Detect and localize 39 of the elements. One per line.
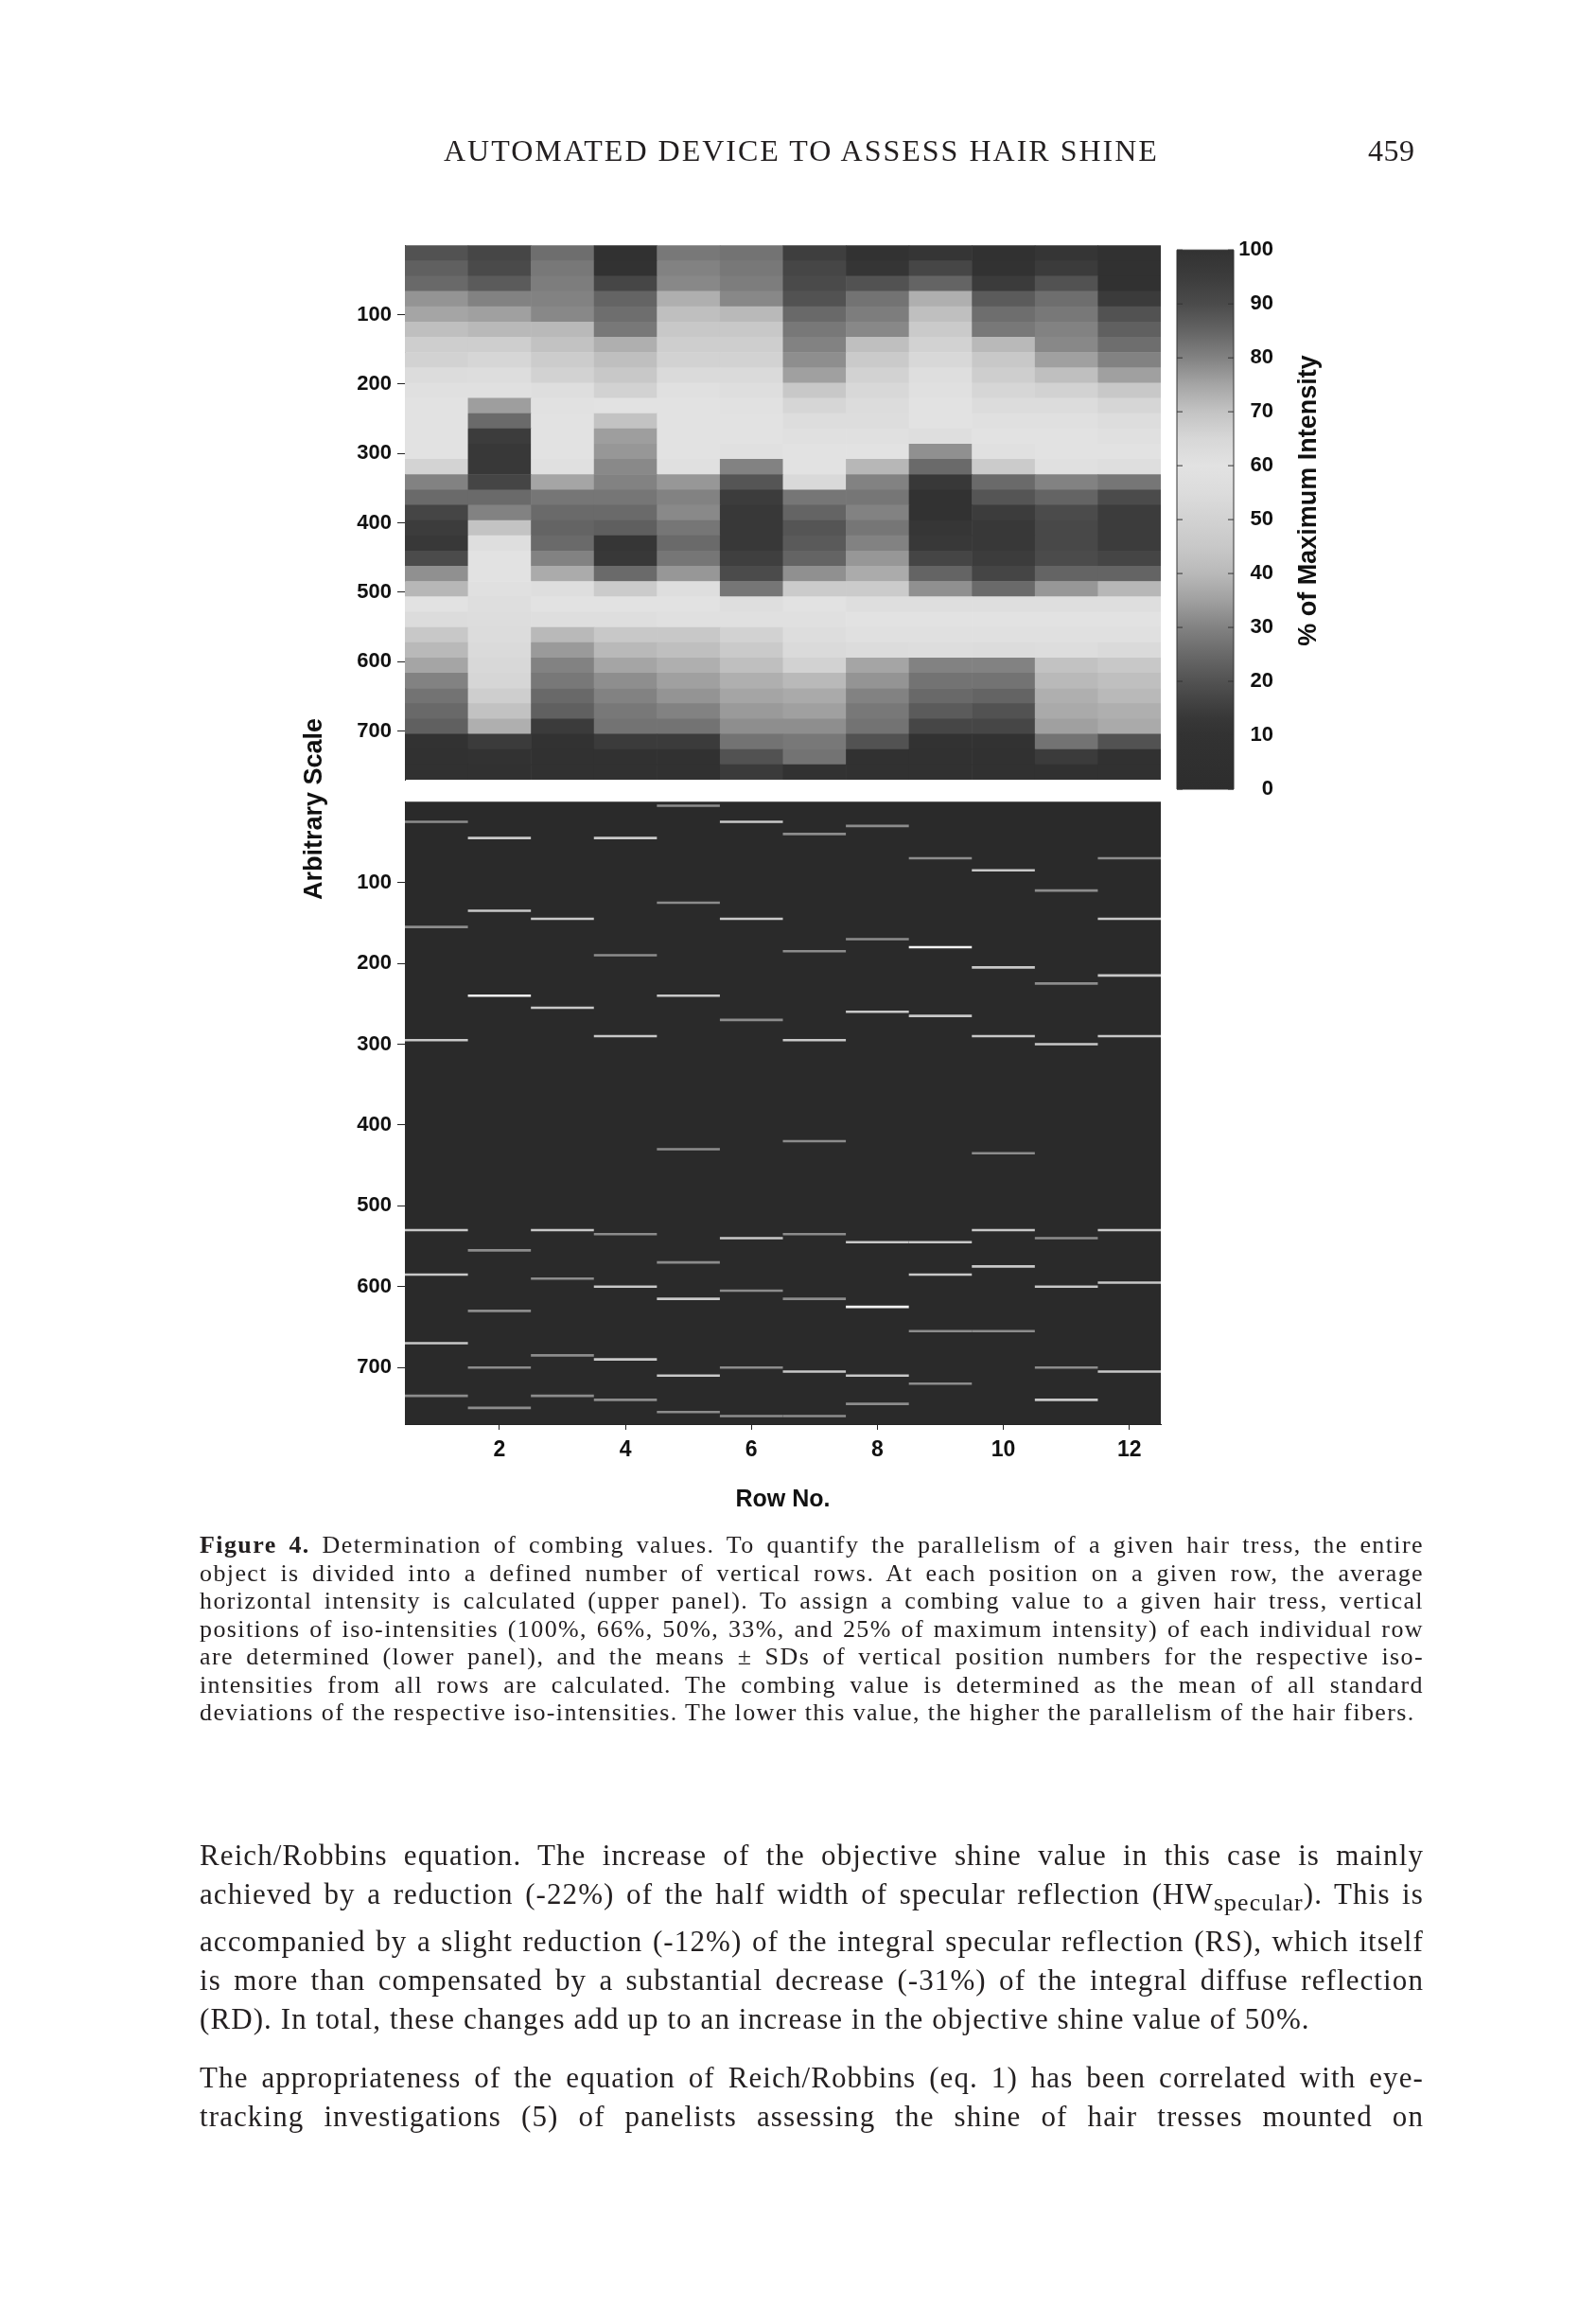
y-tick-label: 300 <box>357 1030 392 1055</box>
x-tick-label: 10 <box>991 1436 1016 1462</box>
y-tick-label: 100 <box>357 301 392 326</box>
y-tick-label: 500 <box>357 579 392 604</box>
color-bar-label: 10 <box>1250 722 1273 747</box>
y-tick-label: 600 <box>357 1273 392 1297</box>
y-tick-label: 200 <box>357 370 392 395</box>
color-bar-label: 90 <box>1250 290 1273 315</box>
y-tick-label: 100 <box>357 869 392 893</box>
x-tick-label: 8 <box>870 1436 884 1462</box>
color-bar-label: 100 <box>1238 237 1273 261</box>
y-tick-label: 600 <box>357 648 392 673</box>
color-bar-label: 20 <box>1250 668 1273 693</box>
y-tick-label: 400 <box>357 509 392 534</box>
y-tick-label: 500 <box>357 1192 392 1217</box>
caption: Figure 4. Determination of combing values. To quantify the parallelism of a given hair tress, the entire object is divided into a defined number of vertical rows. At each position on a given row, the average horizontal intensity is calculated (upper panel). To assign a combing value to a given hair tress, vertical positions of iso-intensities (100%, 66%, 50%, 33%, and 25% of maximum intensity) of each individual row are determined (lower panel), and the means ± SDs of vertical position numbers for the respective iso-intensities from all rows are calculated. The combing value is determined as the mean of all standard deviations of the respective iso-intensities. The lower this value, the higher the parallelism of the hair fibers. <box>200 1531 1424 1726</box>
y-axis-title: Arbitrary Scale <box>298 717 328 901</box>
y-tick-label: 700 <box>357 1354 392 1379</box>
text: The appropriateness of the equation of Reich/Robbins (eq. 1) has been correlated with eye-tracking investigations (5) of panelists assessing the shine of hair tresses mounted on <box>200 2060 1424 2136</box>
color-bar-label: 30 <box>1250 614 1273 639</box>
x-tick-label: 4 <box>619 1436 632 1462</box>
x-tick-label: 12 <box>1116 1436 1142 1462</box>
color-bar-label: 40 <box>1250 560 1273 585</box>
text: Reich/Robbins equation. The increase of the objective shine value in this case is mainly achieved by a reduction (-22%) of the half width of specular reflection (HW$_{specular}$). This is accompanied by a slight reduction (-12%) of the integral specular reflection (RS), which itself is more than compensated by a substantial decrease (-31%) of the integral diffuse reflection (RD). In total, these changes add up to an increase in the objective shine value of 50%. <box>200 1838 1424 2038</box>
color-bar-label: 60 <box>1250 452 1273 477</box>
y-tick-label: 200 <box>357 950 392 975</box>
y-tick-label: 300 <box>357 440 392 465</box>
x-axis-title: Row No. <box>735 1484 831 1511</box>
color-bar-label: 80 <box>1250 344 1273 369</box>
y-tick-label: 400 <box>357 1111 392 1135</box>
color-bar-title: % of Maximum Intensity <box>1293 355 1323 646</box>
text: AUTOMATED DEVICE TO ASSESS HAIR SHINE <box>444 132 1160 169</box>
x-tick-label: 6 <box>745 1436 758 1462</box>
color-bar-label: 0 <box>1261 776 1273 801</box>
y-tick-label: 700 <box>357 717 392 742</box>
color-bar-label: 70 <box>1250 398 1273 423</box>
text: 459 <box>1368 132 1416 169</box>
color-bar-label: 50 <box>1250 506 1273 531</box>
x-tick-label: 2 <box>493 1436 506 1462</box>
